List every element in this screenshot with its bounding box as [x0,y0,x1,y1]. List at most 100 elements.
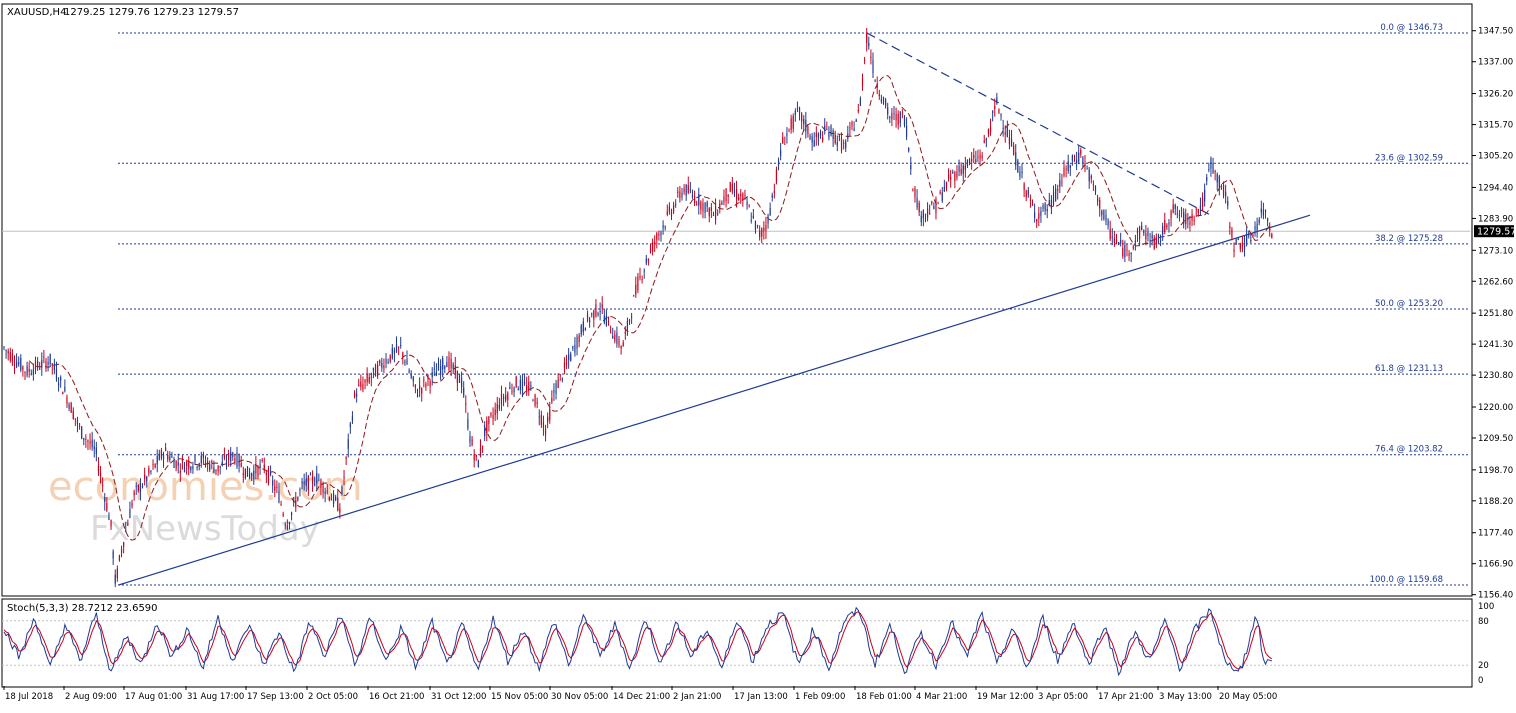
trendline-solid[interactable] [118,214,1311,586]
candle-body [876,83,878,88]
candle-body [914,188,916,198]
candle-body [141,485,144,488]
candle-body [908,147,910,152]
candle-body [284,524,286,526]
candle-body [465,403,467,405]
candle-body [815,132,817,137]
candle-body [129,509,131,518]
candle-body [1149,240,1151,243]
candle-body [45,360,47,369]
candle-body [106,503,108,511]
candle-body [614,334,616,342]
candle-body [643,270,645,272]
candle-body [389,354,391,362]
candle-body [479,447,482,457]
candle-body [85,438,87,440]
candle-body [1044,203,1046,211]
candle-body [941,192,943,202]
candle-body [76,419,79,425]
x-tick-label: 31 Aug 17:00 [187,692,244,702]
candle-body [104,497,106,502]
candle-body [532,400,534,402]
candle-body [549,408,551,421]
candle-body [383,365,385,369]
candle-body [429,381,431,387]
candle-body [481,445,484,447]
y-tick-label: 1230.80 [1478,371,1513,381]
candle-body [99,472,102,477]
candle-body [225,462,228,464]
candle-body [1124,245,1126,258]
watermark-economies: economies.com [48,464,363,510]
candle-body [1189,221,1191,225]
candle-body [947,174,950,179]
candle-body [1031,204,1034,206]
candle-body [500,393,503,405]
candle-body [950,177,952,180]
candle-body [431,372,433,378]
candle-body [60,377,62,381]
candle-body [738,197,740,201]
candle-body [15,361,18,367]
candle-body [847,133,849,139]
stoch-title: Stoch(5,3,3) 28.7212 23.6590 [7,603,158,614]
y-tick-label: 1273.10 [1478,246,1513,256]
candle-body [838,135,841,138]
candle-body [1025,190,1027,198]
candle-body [494,409,496,416]
candle-body [521,379,524,391]
candle-body [1036,218,1038,222]
candle-body [1038,213,1040,219]
candle-body [599,310,601,312]
candle-body [708,208,710,217]
candle-body [458,375,461,383]
candle-body [1159,240,1162,242]
candle-body [1046,208,1048,212]
candle-body [1090,176,1092,179]
candle-body [1042,204,1044,209]
candle-body [32,369,34,375]
candle-body [406,358,408,365]
candle-body [1000,114,1002,117]
candle-body [299,489,301,491]
candle-body [654,242,656,244]
candle-body [22,366,24,370]
candle-body [1235,239,1237,245]
y-tick-label: 1166.90 [1478,560,1513,570]
candle-body [895,113,897,121]
candle-body [1250,239,1252,242]
candle-body [526,385,528,392]
x-tick-label: 3 Apr 05:00 [1038,692,1088,702]
candle-body [78,425,81,427]
candle-body [337,497,339,511]
candle-body [328,497,330,500]
candle-body [244,468,246,479]
trendline-dashed[interactable] [866,32,1211,216]
candle-body [578,335,580,343]
candle-body [28,368,30,372]
candle-body [1187,217,1189,221]
candle-body [13,363,16,366]
candle-body [704,202,706,213]
candle-body [70,403,72,413]
candle-body [194,455,196,462]
candle-body [421,388,423,394]
x-tick-label: 18 Jul 2018 [5,692,53,702]
candle-body [20,358,22,371]
candle-body [353,392,356,398]
candle-body [1233,249,1235,252]
candle-body [188,462,190,469]
candle-body [1034,212,1036,218]
candle-body [685,184,687,196]
candle-body [723,196,725,203]
candle-body [435,371,437,376]
candle-body [467,419,469,429]
candle-body [1225,192,1227,197]
candle-body [658,233,660,236]
candle-body [788,128,790,130]
candle-body [610,332,612,334]
candle-body [534,394,536,406]
candle-body [211,461,213,463]
